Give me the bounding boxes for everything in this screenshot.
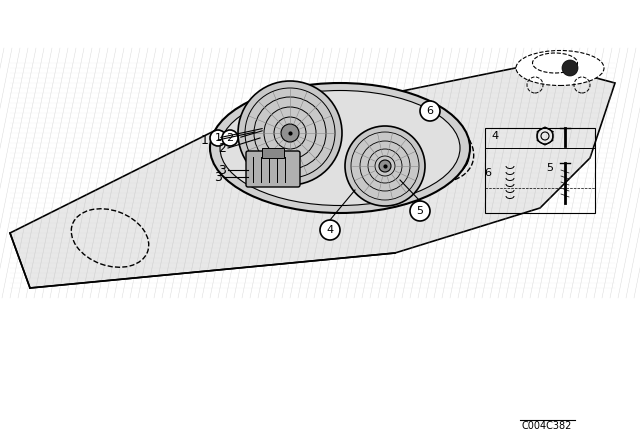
Text: 1: 1 bbox=[201, 134, 209, 146]
Circle shape bbox=[562, 60, 578, 76]
Circle shape bbox=[210, 130, 226, 146]
Text: 6: 6 bbox=[426, 106, 433, 116]
Polygon shape bbox=[10, 63, 615, 288]
Circle shape bbox=[281, 124, 299, 142]
Text: 1: 1 bbox=[214, 133, 221, 143]
Text: 5: 5 bbox=[547, 163, 554, 173]
Circle shape bbox=[420, 101, 440, 121]
Text: C004C382: C004C382 bbox=[522, 421, 572, 431]
FancyBboxPatch shape bbox=[246, 151, 300, 187]
Circle shape bbox=[345, 126, 425, 206]
Ellipse shape bbox=[210, 83, 470, 213]
FancyBboxPatch shape bbox=[262, 148, 284, 158]
Circle shape bbox=[410, 201, 430, 221]
Ellipse shape bbox=[532, 53, 577, 73]
Text: 6: 6 bbox=[484, 168, 492, 178]
Text: 4: 4 bbox=[326, 225, 333, 235]
Circle shape bbox=[222, 130, 238, 146]
Ellipse shape bbox=[516, 51, 604, 86]
Text: 5: 5 bbox=[417, 206, 424, 216]
Text: 4: 4 bbox=[492, 131, 499, 141]
Text: 2: 2 bbox=[227, 133, 234, 143]
Ellipse shape bbox=[401, 124, 469, 177]
Circle shape bbox=[320, 220, 340, 240]
Text: 3: 3 bbox=[214, 171, 222, 184]
Text: 3: 3 bbox=[218, 164, 226, 177]
Text: 2: 2 bbox=[218, 142, 226, 155]
Circle shape bbox=[238, 81, 342, 185]
Bar bbox=[485, 128, 595, 213]
Circle shape bbox=[379, 160, 391, 172]
Ellipse shape bbox=[220, 90, 460, 206]
